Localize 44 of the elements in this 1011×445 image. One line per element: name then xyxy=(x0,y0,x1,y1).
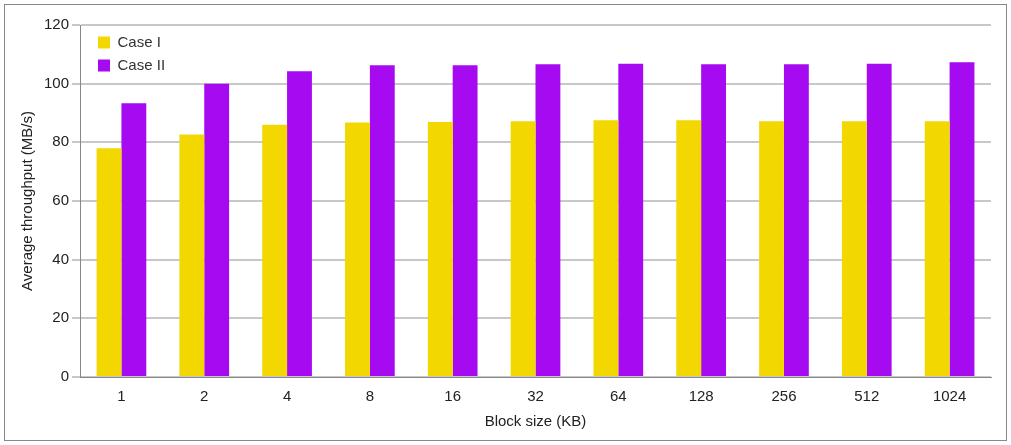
y-tick-label: 60 xyxy=(52,191,70,209)
legend-label: Case I xyxy=(117,32,161,50)
bar xyxy=(369,65,395,376)
x-tick-label: 2 xyxy=(200,387,209,405)
x-tick-label: 1 xyxy=(117,387,126,405)
bar xyxy=(759,121,784,376)
bar xyxy=(949,62,975,376)
bar xyxy=(676,120,702,376)
x-tick-label: 16 xyxy=(444,387,462,405)
bar xyxy=(121,103,147,376)
x-tick-label: 64 xyxy=(609,387,627,405)
y-tick-label: 20 xyxy=(52,308,70,326)
bar xyxy=(179,134,205,376)
bar xyxy=(452,65,478,376)
x-tick-label: 512 xyxy=(854,387,880,405)
y-tick-label: 80 xyxy=(52,132,70,150)
bar xyxy=(866,63,892,376)
x-tick-label: 32 xyxy=(527,387,544,405)
bar xyxy=(510,121,536,376)
bar xyxy=(262,124,288,376)
bar xyxy=(783,64,809,376)
bar xyxy=(924,121,950,376)
x-tick-label: 1024 xyxy=(932,387,967,405)
legend-label: Case II xyxy=(117,55,166,73)
x-tick-label: 8 xyxy=(365,387,375,405)
bar xyxy=(96,148,122,376)
y-tick-label: 0 xyxy=(60,367,70,385)
bar xyxy=(204,83,230,376)
bar xyxy=(287,71,312,376)
bar xyxy=(345,122,370,376)
bar xyxy=(593,120,619,376)
bar xyxy=(535,64,561,376)
y-tick-label: 120 xyxy=(44,15,70,33)
bar xyxy=(701,64,726,376)
x-tick-label: 4 xyxy=(282,387,292,405)
bar xyxy=(841,121,867,376)
bar xyxy=(427,122,453,376)
bar xyxy=(618,63,644,376)
y-tick-label: 100 xyxy=(44,73,70,91)
x-tick-label: 128 xyxy=(688,387,714,405)
x-tick-label: 256 xyxy=(771,387,797,405)
y-tick-label: 40 xyxy=(52,249,70,267)
y-axis-title: Average throughput (MB/s) xyxy=(18,111,36,291)
x-axis-title: Block size (KB) xyxy=(484,412,587,430)
